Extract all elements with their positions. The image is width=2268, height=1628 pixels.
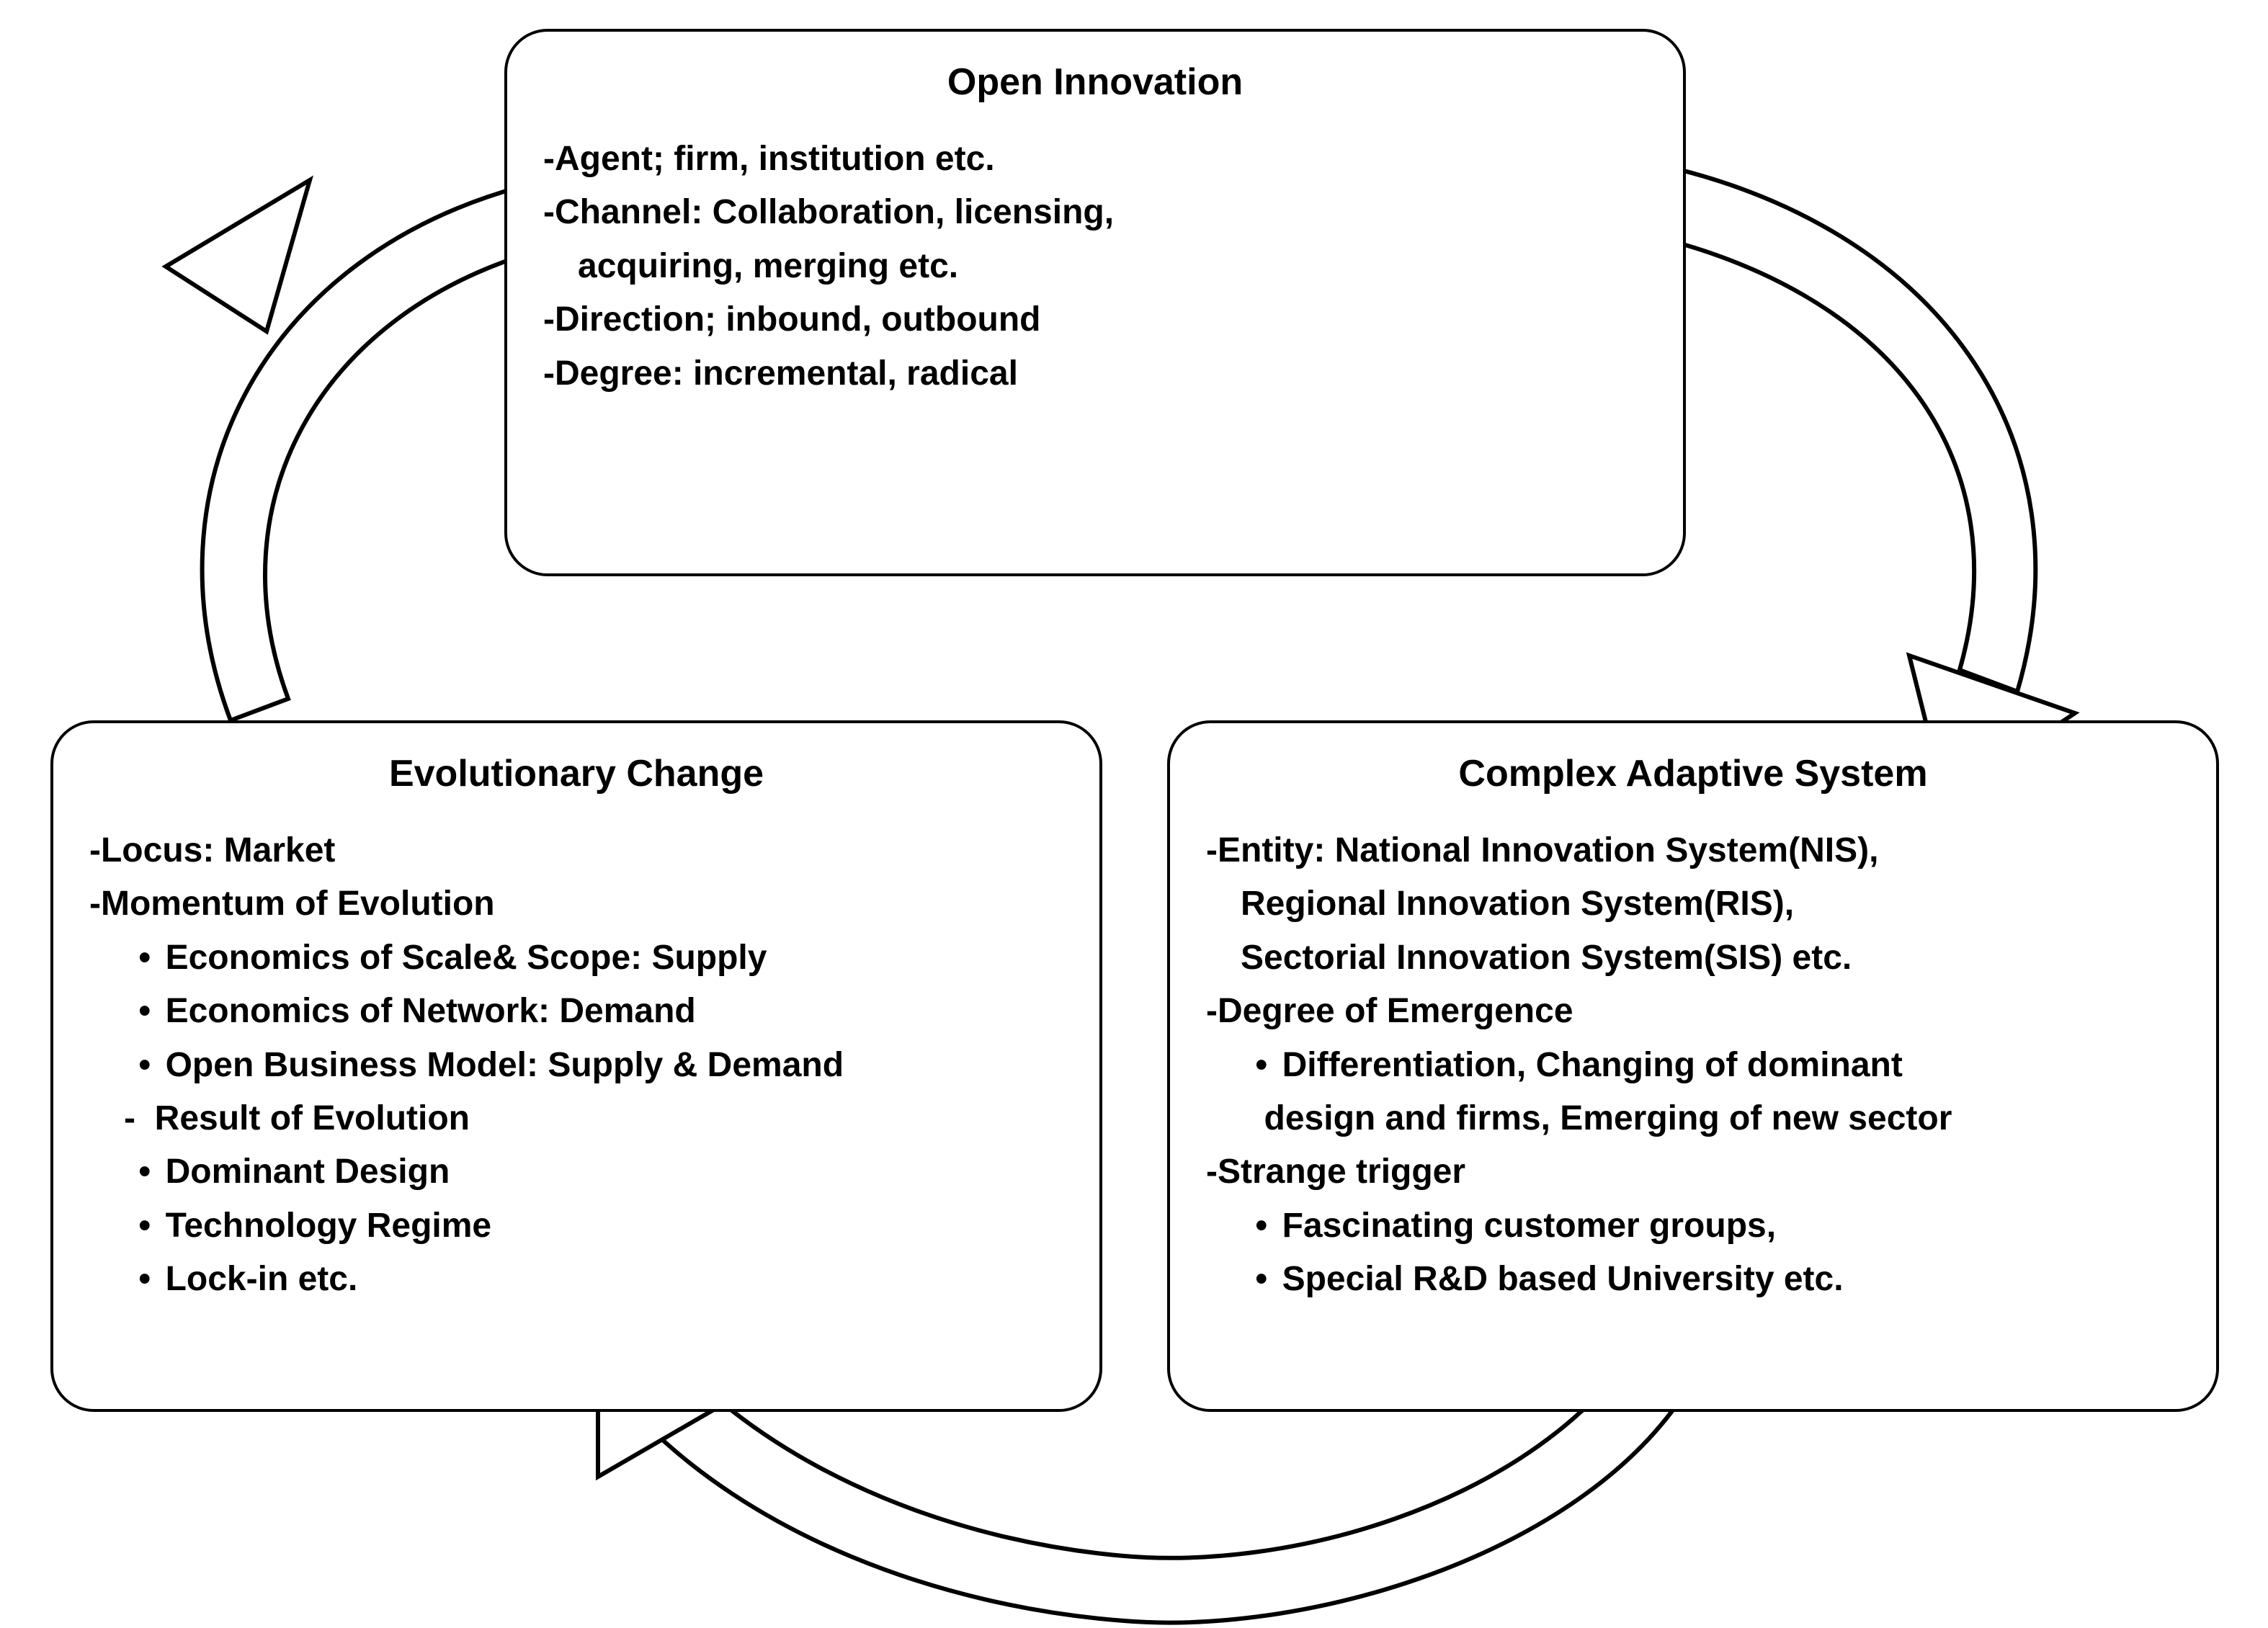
body-line: Strange trigger <box>1206 1145 2180 1199</box>
node-evolutionary-change: Evolutionary Change Locus: MarketMomentu… <box>50 720 1102 1412</box>
node-body: Locus: MarketMomentum of EvolutionEconom… <box>89 824 1063 1307</box>
body-line: Dominant Design <box>89 1145 1063 1199</box>
body-line: Channel: Collaboration, licensing, <box>543 186 1647 239</box>
body-line: Fascinating customer groups, <box>1206 1199 2180 1253</box>
body-line: Locus: Market <box>89 824 1063 877</box>
arrow-left-to-top-head <box>166 180 310 331</box>
node-body: Agent; firm, institution etc.Channel: Co… <box>543 133 1647 401</box>
body-line: acquiring, merging etc. <box>543 240 1647 293</box>
body-line: Regional Innovation System(RIS), <box>1206 877 2180 931</box>
node-complex-adaptive-system: Complex Adaptive System Entity: National… <box>1167 720 2219 1412</box>
body-line: Entity: National Innovation System(NIS), <box>1206 824 2180 877</box>
body-line: Degree: incremental, radical <box>543 347 1647 401</box>
diagram-canvas: Open Innovation Agent; firm, institution… <box>0 0 2268 1628</box>
arrow-left-to-top <box>202 187 533 720</box>
node-body: Entity: National Innovation System(NIS),… <box>1206 824 2180 1307</box>
body-line: Momentum of Evolution <box>89 877 1063 931</box>
body-line: Differentiation, Changing of dominant <box>1206 1039 2180 1092</box>
body-line: Special R&D based University etc. <box>1206 1253 2180 1306</box>
body-line: Technology Regime <box>89 1199 1063 1253</box>
node-title: Complex Adaptive System <box>1206 752 2180 795</box>
node-title: Open Innovation <box>543 61 1647 104</box>
body-line: Economics of Scale& Scope: Supply <box>89 931 1063 985</box>
body-line: Economics of Network: Demand <box>89 985 1063 1038</box>
body-line: Open Business Model: Supply & Demand <box>89 1039 1063 1092</box>
body-line: Lock-in etc. <box>89 1253 1063 1306</box>
node-title: Evolutionary Change <box>89 752 1063 795</box>
body-line: design and firms, Emerging of new sector <box>1206 1092 2180 1145</box>
body-line: Agent; firm, institution etc. <box>543 133 1647 186</box>
body-line: Result of Evolution <box>89 1092 1063 1145</box>
body-line: Sectorial Innovation System(SIS) etc. <box>1206 931 2180 985</box>
body-line: Direction; inbound, outbound <box>543 293 1647 346</box>
arrow-top-to-right <box>1628 158 2035 692</box>
body-line: Degree of Emergence <box>1206 985 2180 1038</box>
node-open-innovation: Open Innovation Agent; firm, institution… <box>504 29 1686 576</box>
